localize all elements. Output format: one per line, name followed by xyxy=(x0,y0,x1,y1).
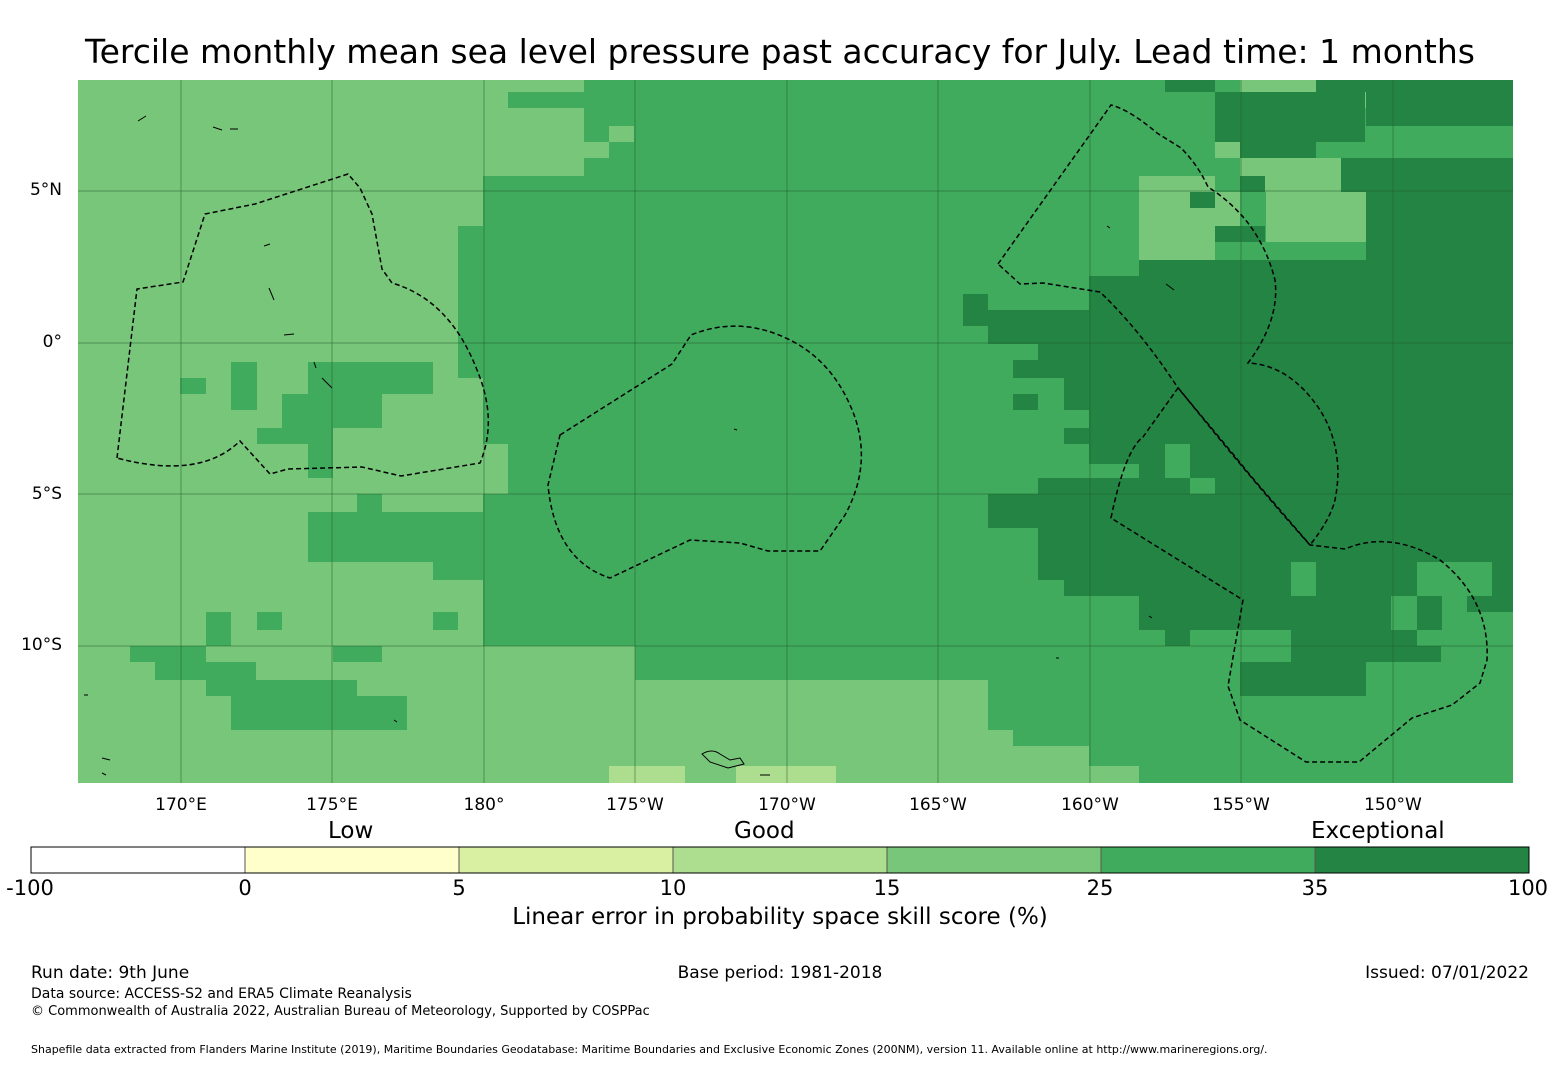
eez-boundaries xyxy=(116,104,1488,763)
lon-label-180: 180° xyxy=(463,795,505,815)
exceptional-region xyxy=(963,80,1513,696)
colorbar-tick: 100 xyxy=(1507,876,1549,900)
colorbar-tick: 35 xyxy=(1301,876,1329,900)
lat-label-5n: 5°N xyxy=(29,180,62,200)
lon-label-175w: 175°W xyxy=(606,795,664,815)
map-title: Tercile monthly mean sea level pressure … xyxy=(85,32,1475,71)
lat-label-10s: 10°S xyxy=(21,635,62,655)
lon-label-155w: 155°W xyxy=(1212,795,1270,815)
eez-line-islands-north xyxy=(997,104,1339,547)
base-period: Base period: 1981-2018 xyxy=(677,963,883,983)
colorbar-segment xyxy=(458,846,674,874)
colorbar-tick: 15 xyxy=(873,876,901,900)
colorbar-segment xyxy=(244,846,460,874)
colorbar xyxy=(30,846,1530,874)
lat-label-5s: 5°S xyxy=(31,484,62,504)
colorbar-tick: 25 xyxy=(1086,876,1114,900)
colorbar-segment xyxy=(1314,846,1530,874)
colorbar-segment xyxy=(1100,846,1316,874)
lon-label-170e: 170°E xyxy=(155,795,207,815)
lon-label-170w: 170°W xyxy=(758,795,816,815)
lon-label-150w: 150°W xyxy=(1364,795,1422,815)
category-label-low: Low xyxy=(328,818,374,844)
colorbar-segment xyxy=(672,846,888,874)
run-date: Run date: 9th June xyxy=(31,963,190,983)
lon-label-165w: 165°W xyxy=(909,795,967,815)
colorbar-frame xyxy=(30,846,1530,874)
data-source: Data source: ACCESS-S2 and ERA5 Climate … xyxy=(31,986,412,1002)
colorbar-tick: 5 xyxy=(452,876,466,900)
coastlines xyxy=(84,115,1175,776)
category-label-exceptional: Exceptional xyxy=(1311,818,1445,844)
copyright: © Commonwealth of Australia 2022, Austra… xyxy=(31,1004,650,1019)
issued-date: Issued: 07/01/2022 xyxy=(1365,963,1529,983)
colorbar-tick: 0 xyxy=(238,876,252,900)
lon-label-175e: 175°E xyxy=(306,795,358,815)
colorbar-segment xyxy=(30,846,246,874)
good-patches xyxy=(534,80,1366,783)
colorbar-title: Linear error in probability space skill … xyxy=(512,904,1048,930)
lon-label-160w: 160°W xyxy=(1061,795,1119,815)
eez-gilbert-islands xyxy=(116,173,489,477)
graticule xyxy=(78,80,1513,783)
colorbar-tick: -100 xyxy=(6,876,54,900)
very-good-holes xyxy=(1165,444,1513,680)
eez-line-islands-south xyxy=(1110,386,1488,763)
colorbar-segment xyxy=(886,846,1102,874)
lat-label-0: 0° xyxy=(42,332,62,352)
category-label-good: Good xyxy=(734,818,795,844)
colorbar-tick: 10 xyxy=(659,876,687,900)
moderate-patches xyxy=(609,766,836,783)
shapefile-credit: Shapefile data extracted from Flanders M… xyxy=(31,1043,1268,1056)
samoa-island xyxy=(701,750,745,769)
